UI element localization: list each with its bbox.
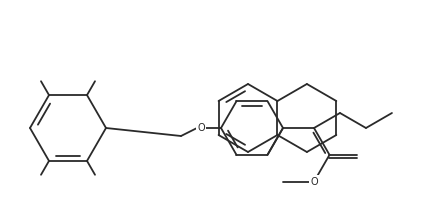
Text: O: O — [197, 123, 205, 133]
Text: O: O — [310, 177, 318, 187]
